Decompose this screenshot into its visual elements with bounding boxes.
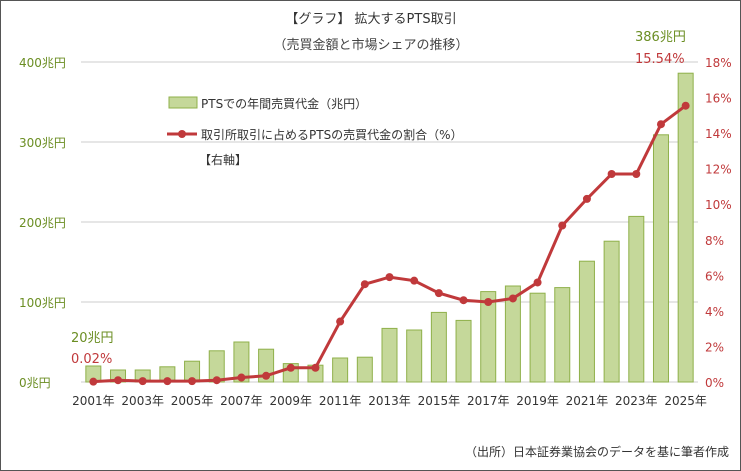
legend-bar-swatch bbox=[168, 96, 198, 109]
share-point-2006年 bbox=[212, 376, 221, 385]
share-point-2008年 bbox=[262, 371, 271, 380]
share-point-2016年 bbox=[459, 296, 468, 305]
x-tick-label: 2015年 bbox=[418, 394, 461, 408]
x-tick-label: 2011年 bbox=[319, 394, 362, 408]
bar-2007年 bbox=[233, 341, 250, 383]
right-tick-label: 8% bbox=[705, 234, 724, 248]
right-tick-label: 16% bbox=[705, 92, 732, 106]
legend-line-label: 取引所取引に占めるPTSの売買代金の割合（%） bbox=[201, 127, 463, 142]
annotation-last-pct: 15.54% bbox=[635, 52, 685, 67]
right-tick-label: 2% bbox=[705, 340, 724, 354]
x-tick-label: 2013年 bbox=[368, 394, 411, 408]
share-point-2024年 bbox=[656, 120, 665, 129]
share-point-2017年 bbox=[484, 298, 493, 306]
left-tick-label: 300兆円 bbox=[19, 136, 66, 150]
left-tick-label: 400兆円 bbox=[19, 56, 66, 70]
share-point-2007年 bbox=[237, 373, 246, 382]
annotation-last-bar: 386兆円 bbox=[635, 30, 686, 45]
x-tick-label: 2003年 bbox=[121, 394, 164, 408]
bar-2013年 bbox=[381, 327, 398, 383]
x-tick-label: 2009年 bbox=[270, 394, 313, 408]
chart-title: 【グラフ】 拡大するPTS取引 bbox=[285, 12, 456, 27]
share-point-2002年 bbox=[114, 376, 123, 385]
bar-2025年 bbox=[677, 72, 694, 383]
bar-2019年 bbox=[529, 292, 546, 383]
right-tick-label: 12% bbox=[705, 163, 732, 177]
x-tick-label: 2005年 bbox=[171, 394, 214, 408]
share-point-2010年 bbox=[311, 363, 320, 372]
bar-2022年 bbox=[603, 240, 620, 383]
share-point-2005年 bbox=[188, 377, 197, 386]
bar-2023年 bbox=[628, 215, 645, 383]
bar-2016年 bbox=[455, 319, 472, 383]
share-point-2012年 bbox=[360, 280, 369, 289]
right-tick-label: 10% bbox=[705, 198, 732, 212]
legend: PTSでの年間売買代金（兆円） 取引所取引に占めるPTSの売買代金の割合（%） … bbox=[167, 96, 463, 167]
right-tick-label: 14% bbox=[705, 127, 732, 141]
x-tick-label: 2023年 bbox=[615, 394, 658, 408]
left-tick-label: 200兆円 bbox=[19, 216, 66, 230]
source-note: （出所）日本証券業協会のデータを基に筆者作成 bbox=[465, 444, 729, 459]
legend-line-marker bbox=[178, 130, 186, 138]
x-tick-label: 2019年 bbox=[516, 394, 559, 408]
x-tick-label: 2025年 bbox=[664, 394, 707, 408]
share-point-2025年 bbox=[681, 101, 690, 110]
bar-2015年 bbox=[430, 311, 447, 383]
annotation-first-bar: 20兆円 bbox=[71, 331, 114, 346]
bar-2018年 bbox=[504, 285, 521, 383]
x-tick-label: 2021年 bbox=[566, 394, 609, 408]
share-point-2014年 bbox=[410, 276, 419, 285]
share-point-2013年 bbox=[385, 273, 394, 282]
right-tick-label: 0% bbox=[705, 376, 724, 390]
share-point-2004年 bbox=[163, 377, 172, 386]
share-point-2021年 bbox=[582, 194, 591, 203]
right-tick-label: 4% bbox=[705, 305, 724, 319]
share-point-2011年 bbox=[336, 317, 345, 326]
x-tick-label: 2017年 bbox=[467, 394, 510, 408]
share-point-2020年 bbox=[558, 221, 567, 230]
chart-subtitle: （売買金額と市場シェアの推移） bbox=[273, 37, 468, 53]
bar-2017年 bbox=[480, 291, 497, 383]
share-point-2009年 bbox=[286, 363, 295, 372]
bar-2012年 bbox=[356, 356, 373, 383]
bar-2011年 bbox=[332, 357, 349, 383]
share-point-2018年 bbox=[508, 294, 517, 303]
bar-2021年 bbox=[578, 260, 595, 383]
right-tick-label: 18% bbox=[705, 56, 732, 70]
legend-axis-note: 【右軸】 bbox=[199, 152, 247, 167]
right-tick-label: 6% bbox=[705, 269, 724, 283]
x-tick-label: 2007年 bbox=[220, 394, 263, 408]
share-point-2015年 bbox=[434, 289, 443, 298]
bar-2020年 bbox=[554, 287, 571, 383]
legend-bar-label: PTSでの年間売買代金（兆円） bbox=[201, 96, 367, 111]
share-point-2003年 bbox=[138, 377, 147, 386]
left-tick-label: 0兆円 bbox=[19, 376, 51, 390]
share-point-2022年 bbox=[607, 170, 616, 178]
annotation-first-pct: 0.02% bbox=[71, 352, 112, 367]
share-point-2001年 bbox=[89, 377, 98, 386]
share-point-2019年 bbox=[533, 278, 542, 287]
left-tick-label: 100兆円 bbox=[19, 296, 66, 310]
x-tick-label: 2001年 bbox=[72, 394, 115, 408]
bar-2014年 bbox=[406, 329, 423, 383]
share-point-2023年 bbox=[632, 170, 641, 178]
bar-2024年 bbox=[652, 134, 669, 383]
